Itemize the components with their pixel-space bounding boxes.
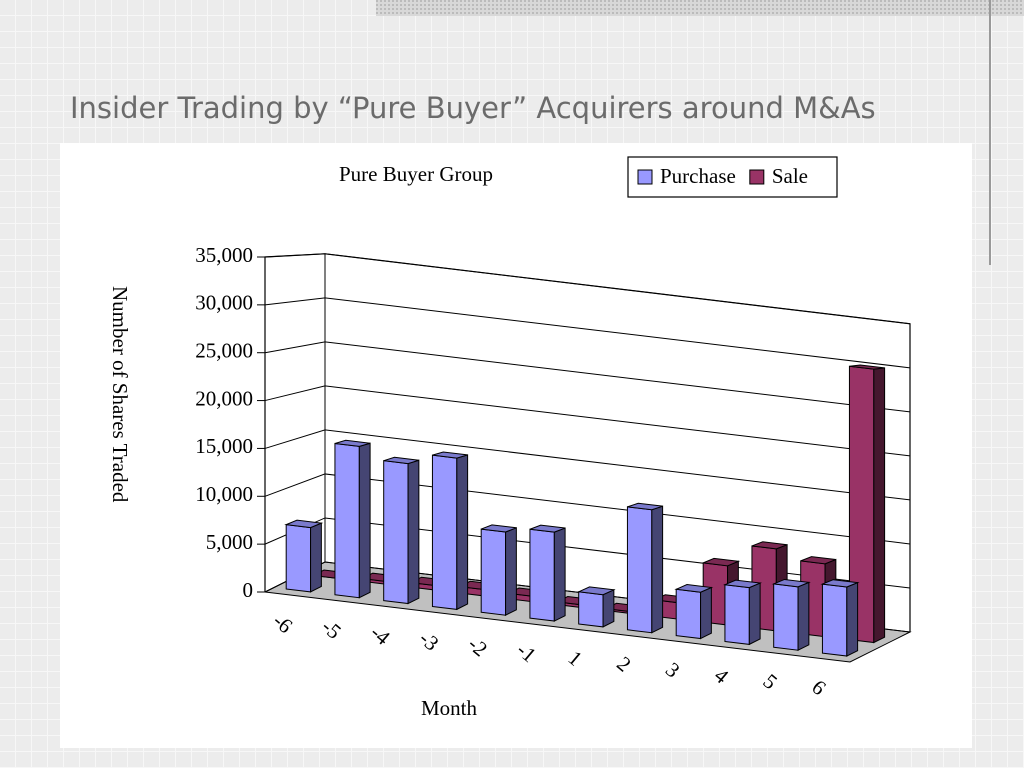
bar-top [820, 579, 860, 588]
bar-top [800, 556, 837, 565]
grid-line [264, 385, 911, 457]
bar-top [849, 364, 885, 370]
bar-top [751, 541, 788, 550]
bar-top [627, 502, 663, 511]
y-tick-label: 35,000 [195, 243, 253, 267]
bar [626, 502, 664, 634]
bar-top [723, 579, 763, 589]
bar-side [407, 459, 420, 605]
grid-line [264, 253, 911, 325]
legend-box [627, 156, 838, 198]
bar-side [873, 367, 886, 644]
bar-side [310, 522, 322, 593]
legend-swatch [749, 169, 765, 185]
grid-line [264, 473, 911, 545]
plot: 0 5,000 10,000 15,000 20,000 25,000 30,000 35,0… [195, 243, 912, 700]
bar-front [578, 591, 604, 628]
bar-front [821, 583, 848, 657]
grid-line [264, 429, 911, 501]
bar-side [700, 586, 712, 640]
bar-side [748, 582, 761, 646]
y-tick-label: 0 [243, 578, 254, 602]
bar-top [383, 456, 420, 465]
legend-label: Purchase [660, 164, 736, 188]
bar [723, 579, 763, 646]
bar-side [602, 589, 615, 628]
y-tick-label: 25,000 [195, 339, 253, 363]
y-axis-label: Number of Shares Traded [108, 286, 132, 503]
bar-top [334, 439, 371, 447]
bar-front [383, 460, 409, 605]
legend: Purchase Sale [627, 156, 838, 198]
bar-top [701, 557, 741, 567]
bar-front [529, 528, 555, 622]
bar [284, 519, 324, 593]
bar-top [674, 584, 714, 593]
bar-side [797, 581, 810, 652]
legend-swatch [637, 169, 653, 185]
bar [771, 578, 811, 652]
y-tick-label: 20,000 [195, 386, 253, 410]
grid-line [264, 297, 911, 369]
bar [848, 364, 886, 644]
bar-front [626, 506, 653, 634]
bar [674, 584, 714, 640]
bar-top [432, 451, 468, 459]
x-axis-label: Month [421, 696, 478, 720]
bar [334, 439, 371, 599]
bar [576, 586, 616, 628]
bar-front [773, 583, 799, 651]
bar-front [285, 524, 312, 593]
grid-line [264, 341, 911, 413]
bar-front [334, 442, 360, 599]
bar-top [529, 524, 566, 533]
bar-side [505, 527, 517, 617]
bar-side [358, 442, 371, 599]
bar [383, 456, 420, 605]
y-axis-label-group: Number of Shares Traded [108, 286, 132, 503]
bar-side [553, 527, 566, 622]
bar [431, 451, 469, 611]
bar [820, 579, 860, 657]
bar-front [675, 588, 702, 640]
bar-side [651, 505, 664, 634]
bar-top [284, 519, 324, 529]
bar-side [846, 581, 859, 657]
decor-band [376, 0, 1024, 16]
bar-side [456, 454, 469, 611]
bar-top [576, 586, 616, 596]
bar-top [481, 524, 517, 533]
bar [480, 524, 517, 617]
bar-front [724, 584, 750, 645]
y-tick-label: 10,000 [195, 482, 253, 506]
bar-top [771, 578, 811, 588]
legend-label: Sale [772, 164, 808, 188]
bar-front [431, 454, 458, 610]
bar-front [480, 528, 507, 616]
y-tick-label: 15,000 [195, 434, 253, 458]
y-tick-label: 5,000 [206, 530, 253, 554]
bar [529, 524, 566, 622]
y-tick-label: 30,000 [195, 291, 253, 315]
chart-title: Pure Buyer Group [339, 162, 493, 186]
slide-title: Insider Trading by “Pure Buyer” Acquirer… [70, 91, 876, 125]
